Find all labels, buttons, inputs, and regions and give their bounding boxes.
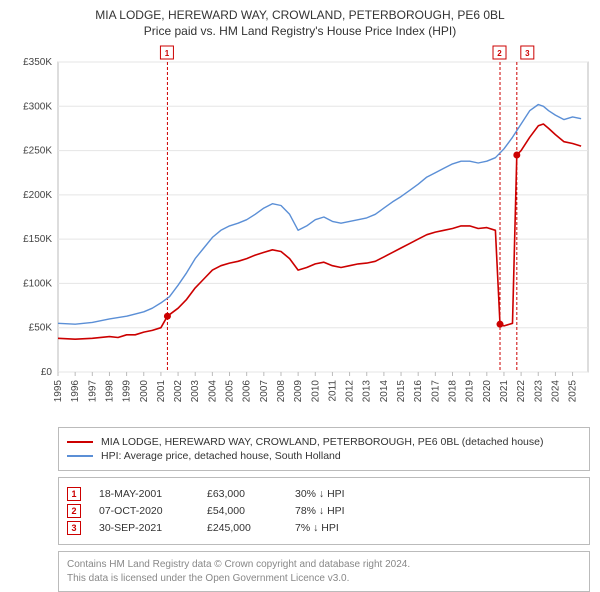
svg-text:£100K: £100K	[23, 278, 52, 289]
svg-text:2015: 2015	[396, 380, 407, 403]
svg-text:3: 3	[525, 49, 530, 58]
svg-text:2004: 2004	[207, 380, 218, 403]
svg-text:£200K: £200K	[23, 190, 52, 201]
svg-text:2013: 2013	[362, 380, 373, 403]
event-price: £54,000	[207, 505, 277, 517]
svg-text:2014: 2014	[379, 380, 390, 403]
svg-text:2016: 2016	[413, 380, 424, 403]
svg-text:2008: 2008	[276, 380, 287, 403]
legend-label: MIA LODGE, HEREWARD WAY, CROWLAND, PETER…	[101, 436, 544, 448]
svg-text:2007: 2007	[259, 380, 270, 403]
svg-text:2003: 2003	[190, 380, 201, 403]
figure: MIA LODGE, HEREWARD WAY, CROWLAND, PETER…	[0, 0, 600, 590]
svg-text:£250K: £250K	[23, 146, 52, 157]
legend-swatch	[67, 455, 93, 457]
svg-text:2009: 2009	[293, 380, 304, 403]
svg-text:1: 1	[165, 49, 170, 58]
chart-area: £0 £50K £100K £150K £200K £250K £300K £350K 1995…	[10, 44, 590, 417]
svg-text:2020: 2020	[482, 380, 493, 403]
event-marker-icon: 2	[67, 504, 81, 518]
svg-text:2000: 2000	[139, 380, 150, 403]
line-chart: £0 £50K £100K £150K £200K £250K £300K £350K 1995…	[10, 44, 594, 414]
svg-text:2002: 2002	[173, 380, 184, 403]
svg-text:2010: 2010	[310, 380, 321, 403]
svg-text:1998: 1998	[104, 380, 115, 403]
events-table: 1 18-MAY-2001 £63,000 30% ↓ HPI 2 07-OCT-2020…	[58, 477, 590, 545]
svg-text:1999: 1999	[122, 380, 133, 403]
event-date: 07-OCT-2020	[99, 505, 189, 517]
svg-text:2019: 2019	[465, 380, 476, 403]
svg-text:2001: 2001	[156, 380, 167, 403]
svg-text:2022: 2022	[516, 380, 527, 403]
attribution-footer: Contains HM Land Registry data © Crown c…	[58, 551, 590, 592]
legend-label: HPI: Average price, detached house, Sout…	[101, 450, 341, 462]
event-delta: 7% ↓ HPI	[295, 522, 385, 534]
svg-text:2021: 2021	[499, 380, 510, 403]
footer-line: This data is licensed under the Open Gov…	[67, 572, 581, 586]
footer-line: Contains HM Land Registry data © Crown c…	[67, 558, 581, 572]
event-date: 30-SEP-2021	[99, 522, 189, 534]
event-row: 1 18-MAY-2001 £63,000 30% ↓ HPI	[67, 487, 581, 501]
event-delta: 78% ↓ HPI	[295, 505, 385, 517]
svg-text:1997: 1997	[87, 380, 98, 403]
svg-text:2: 2	[497, 49, 502, 58]
event-row: 3 30-SEP-2021 £245,000 7% ↓ HPI	[67, 521, 581, 535]
svg-text:2011: 2011	[327, 380, 338, 402]
svg-text:2017: 2017	[430, 380, 441, 403]
svg-text:£350K: £350K	[23, 57, 52, 68]
legend-item: HPI: Average price, detached house, Sout…	[67, 450, 581, 462]
svg-text:2024: 2024	[550, 380, 561, 403]
chart-title: MIA LODGE, HEREWARD WAY, CROWLAND, PETER…	[10, 8, 590, 22]
legend-swatch	[67, 441, 93, 443]
svg-text:£300K: £300K	[23, 101, 52, 112]
svg-text:£150K: £150K	[23, 234, 52, 245]
event-price: £63,000	[207, 488, 277, 500]
svg-text:2012: 2012	[345, 380, 356, 403]
legend: MIA LODGE, HEREWARD WAY, CROWLAND, PETER…	[58, 427, 590, 471]
chart-subtitle: Price paid vs. HM Land Registry's House …	[10, 24, 590, 38]
event-marker-icon: 3	[67, 521, 81, 535]
svg-text:£0: £0	[41, 367, 53, 378]
event-price: £245,000	[207, 522, 277, 534]
svg-text:2025: 2025	[568, 380, 579, 403]
svg-text:2005: 2005	[225, 380, 236, 403]
legend-item: MIA LODGE, HEREWARD WAY, CROWLAND, PETER…	[67, 436, 581, 448]
event-delta: 30% ↓ HPI	[295, 488, 385, 500]
svg-text:1996: 1996	[70, 380, 81, 403]
event-date: 18-MAY-2001	[99, 488, 189, 500]
event-marker-icon: 1	[67, 487, 81, 501]
svg-text:2023: 2023	[533, 380, 544, 403]
event-row: 2 07-OCT-2020 £54,000 78% ↓ HPI	[67, 504, 581, 518]
svg-text:£50K: £50K	[29, 323, 53, 334]
svg-text:2018: 2018	[447, 380, 458, 403]
svg-text:2006: 2006	[242, 380, 253, 403]
svg-text:1995: 1995	[53, 380, 64, 403]
